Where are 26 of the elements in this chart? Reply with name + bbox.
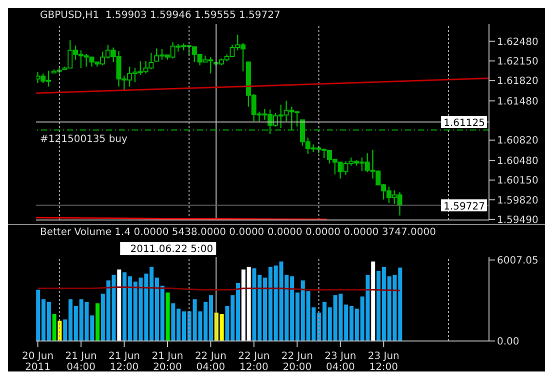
y-tick-label: 1.60150 — [497, 176, 538, 187]
y-tick-label: 6007.05 — [497, 256, 538, 267]
y-tick-label: 1.59490 — [497, 214, 538, 226]
chart-title: GBPUSD,H1 1.59903 1.59946 1.59555 1.59727 — [40, 10, 280, 21]
chart-title: Better Volume 1.4 0.0000 5438.0000 0.0000 0.0000 0.0000 0.0000 3747.0000 — [40, 227, 436, 238]
x-tick-label: 22 Jun 04:00 — [194, 351, 226, 373]
y-tick-label: 1.60820 — [497, 136, 538, 147]
ref-line-label: #121500135 buy — [40, 134, 128, 146]
ref-line-label: 2011.06.22 5:00 — [130, 244, 214, 255]
x-tick-label: 21 Jun 12:00 — [108, 351, 140, 373]
ref-line-label: 1.61125 — [444, 118, 485, 129]
y-tick-label: 1.62480 — [497, 36, 538, 48]
x-tick-label: 21 Jun 04:00 — [65, 351, 97, 373]
y-tick-label: 1.62150 — [497, 56, 538, 68]
x-tick-label: 23 Jun 12:00 — [368, 351, 400, 373]
x-tick-label: 23 Jun 04:00 — [324, 351, 356, 373]
x-tick-label: 20 Jun 2011 — [22, 351, 54, 373]
x-tick-label: 22 Jun 12:00 — [238, 351, 270, 373]
x-tick-label: 21 Jun 20:00 — [152, 351, 184, 373]
y-tick-label: 1.61820 — [497, 76, 538, 88]
y-tick-label: 1.60480 — [497, 156, 538, 167]
x-tick-label: 22 Jun 20:00 — [281, 351, 313, 373]
y-tick-label: 1.61480 — [497, 96, 538, 108]
y-tick-label: 0.00 — [497, 336, 520, 348]
ref-line-label: 1.59727 — [444, 201, 485, 212]
y-tick-label: 1.59820 — [497, 195, 538, 206]
